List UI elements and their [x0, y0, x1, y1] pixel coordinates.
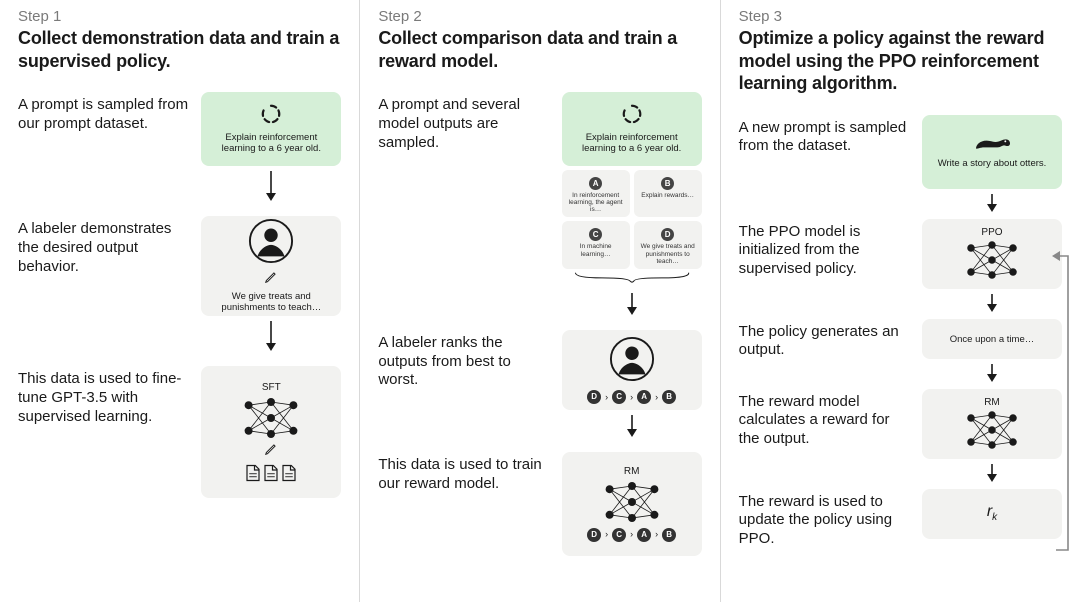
step-2-label: Step 2 [378, 8, 701, 25]
step-2-column: Step 2 Collect comparison data and train… [359, 0, 719, 602]
step1-prompt-card: Explain reinforcement learning to a 6 ye… [201, 92, 341, 166]
step3-output-card: Once upon a time… [922, 319, 1062, 359]
documents-icon [245, 464, 297, 482]
step3-row4-desc: The reward model calculates a reward for… [739, 389, 910, 449]
ppo-label: PPO [981, 227, 1002, 239]
step1-sft-card: SFT [201, 366, 341, 498]
step1-labeler-card: We give treats and punishments to teach… [201, 216, 341, 316]
sample-c: CIn machine learning… [562, 221, 630, 268]
arrow-down-icon [986, 194, 998, 212]
arrow-down-icon [265, 171, 277, 201]
step3-row1: A new prompt is sampled from the dataset… [739, 115, 1062, 217]
step-2-title: Collect comparison data and train a rewa… [378, 27, 701, 72]
step2-row2: A labeler ranks the outputs from best to… [378, 330, 701, 442]
step3-row4: The reward model calculates a reward for… [739, 389, 1062, 487]
step1-labeler-caption: We give treats and punishments to teach… [207, 292, 335, 314]
rm-label: RM [624, 466, 640, 478]
step2-row3-desc: This data is used to train our reward mo… [378, 452, 549, 494]
step1-prompt-caption: Explain reinforcement learning to a 6 ye… [207, 133, 335, 155]
step2-rm-card: RM [562, 452, 702, 556]
sft-label: SFT [262, 382, 281, 394]
step-3-column: Step 3 Optimize a policy against the rew… [720, 0, 1080, 602]
step3-ppo-card: PPO [922, 219, 1062, 289]
user-icon [609, 336, 655, 386]
step3-row3: The policy generates an output. Once upo… [739, 319, 1062, 387]
step-3-title: Optimize a policy against the reward mod… [739, 27, 1062, 95]
step-1-label: Step 1 [18, 8, 341, 25]
step2-row1-desc: A prompt and several model outputs are s… [378, 92, 549, 152]
step2-samples-grid: AIn reinforcement learning, the agent is… [562, 166, 702, 288]
step2-prompt-caption: Explain reinforcement learning to a 6 ye… [568, 133, 696, 155]
step3-output-caption: Once upon a time… [950, 335, 1035, 346]
step3-row3-desc: The policy generates an output. [739, 319, 910, 361]
ranking-display: D› C› A› B [587, 528, 676, 542]
step3-row2: The PPO model is initialized from the su… [739, 219, 1062, 317]
arrow-down-icon [626, 293, 638, 315]
step3-reward-card: rk [922, 489, 1062, 539]
step2-row2-desc: A labeler ranks the outputs from best to… [378, 330, 549, 390]
step3-row5-desc: The reward is used to update the policy … [739, 489, 910, 549]
step2-prompt-card: Explain reinforcement learning to a 6 ye… [562, 92, 702, 166]
neural-net-icon [962, 410, 1022, 450]
step-3-label: Step 3 [739, 8, 1062, 25]
cycle-icon [260, 103, 282, 129]
step2-row1: A prompt and several model outputs are s… [378, 92, 701, 320]
otter-icon [972, 133, 1012, 155]
step3-prompt-caption: Write a story about otters. [938, 159, 1047, 170]
step3-prompt-card: Write a story about otters. [922, 115, 1062, 189]
arrow-down-icon [986, 294, 998, 312]
step2-labeler-card: D› C› A› B [562, 330, 702, 410]
neural-net-icon [239, 396, 303, 440]
reward-formula: rk [987, 503, 997, 524]
step-1-title: Collect demonstration data and train a s… [18, 27, 341, 72]
neural-net-icon [962, 240, 1022, 280]
sample-d: DWe give treats and punishments to teach… [634, 221, 702, 268]
brace-icon [562, 271, 702, 283]
step1-row2: A labeler demonstrates the desired outpu… [18, 216, 341, 356]
step1-row1: A prompt is sampled from our prompt data… [18, 92, 341, 206]
ranking-display: D› C› A› B [587, 390, 676, 404]
arrow-down-icon [986, 464, 998, 482]
step3-row5: The reward is used to update the policy … [739, 489, 1062, 549]
cycle-icon [621, 103, 643, 129]
arrow-down-icon [986, 364, 998, 382]
step1-row1-desc: A prompt is sampled from our prompt data… [18, 92, 189, 134]
arrow-down-icon [265, 321, 277, 351]
loopback-arrow-icon [1052, 246, 1076, 556]
step1-row3-desc: This data is used to fine-tune GPT-3.5 w… [18, 366, 189, 426]
sample-b: BExplain rewards… [634, 170, 702, 217]
step3-row1-desc: A new prompt is sampled from the dataset… [739, 115, 910, 157]
step1-row2-desc: A labeler demonstrates the desired outpu… [18, 216, 189, 276]
pencil-icon [264, 270, 278, 288]
step-1-column: Step 1 Collect demonstration data and tr… [0, 0, 359, 602]
rm-label: RM [984, 397, 1000, 409]
neural-net-icon [600, 480, 664, 524]
step3-rm-card: RM [922, 389, 1062, 459]
sample-a: AIn reinforcement learning, the agent is… [562, 170, 630, 217]
step3-row2-desc: The PPO model is initialized from the su… [739, 219, 910, 279]
step1-row3: This data is used to fine-tune GPT-3.5 w… [18, 366, 341, 498]
pencil-icon [264, 442, 278, 460]
step2-row3: This data is used to train our reward mo… [378, 452, 701, 556]
three-column-layout: Step 1 Collect demonstration data and tr… [0, 0, 1080, 602]
user-icon [248, 218, 294, 268]
arrow-down-icon [626, 415, 638, 437]
